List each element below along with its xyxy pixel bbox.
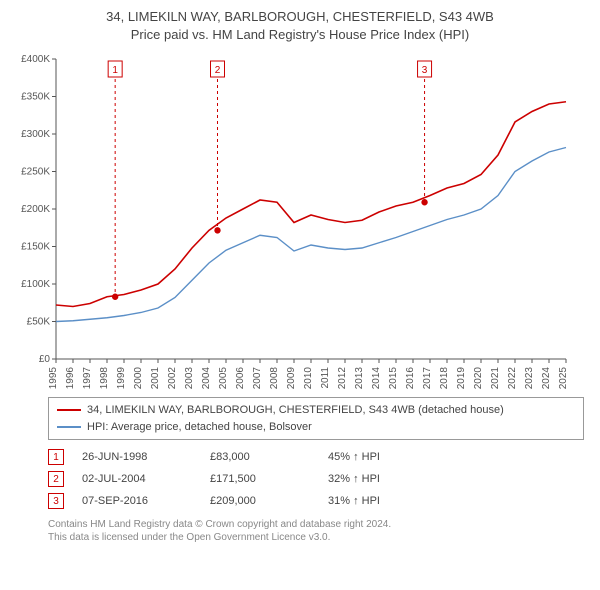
legend-box: 34, LIMEKILN WAY, BARLBOROUGH, CHESTERFI… — [48, 397, 584, 440]
svg-text:2015: 2015 — [388, 367, 399, 389]
sale-event-row: 2 02-JUL-2004 £171,500 32% ↑ HPI — [48, 468, 584, 490]
svg-text:2020: 2020 — [473, 367, 484, 389]
event-date: 07-SEP-2016 — [82, 495, 192, 507]
svg-text:2022: 2022 — [507, 367, 518, 389]
event-price: £83,000 — [210, 451, 310, 463]
svg-text:2023: 2023 — [524, 367, 535, 389]
footnote-line-1: Contains HM Land Registry data © Crown c… — [48, 518, 584, 531]
svg-text:2000: 2000 — [133, 367, 144, 389]
svg-text:2016: 2016 — [405, 367, 416, 389]
event-date: 26-JUN-1998 — [82, 451, 192, 463]
svg-text:2: 2 — [215, 65, 221, 76]
svg-text:2010: 2010 — [303, 367, 314, 389]
data-attribution: Contains HM Land Registry data © Crown c… — [48, 518, 584, 544]
svg-text:£100K: £100K — [21, 279, 50, 290]
svg-text:1997: 1997 — [82, 367, 93, 389]
svg-text:2025: 2025 — [558, 367, 569, 389]
svg-text:2021: 2021 — [490, 367, 501, 389]
event-marker: 1 — [48, 449, 64, 465]
svg-text:2012: 2012 — [337, 367, 348, 389]
price-chart: £0 £50K £100K £150K £200K £250K £300K £350K £400… — [10, 49, 570, 389]
svg-text:2017: 2017 — [422, 367, 433, 389]
svg-text:£250K: £250K — [21, 167, 50, 178]
event-price: £209,000 — [210, 495, 310, 507]
svg-text:£400K: £400K — [21, 54, 50, 65]
event-date: 02-JUL-2004 — [82, 473, 192, 485]
svg-text:2009: 2009 — [286, 367, 297, 389]
svg-text:2004: 2004 — [201, 367, 212, 389]
svg-text:£350K: £350K — [21, 92, 50, 103]
svg-text:2003: 2003 — [184, 367, 195, 389]
svg-text:2014: 2014 — [371, 367, 382, 389]
legend-row: 34, LIMEKILN WAY, BARLBOROUGH, CHESTERFI… — [57, 402, 575, 419]
legend-row: HPI: Average price, detached house, Bols… — [57, 419, 575, 436]
svg-text:2002: 2002 — [167, 367, 178, 389]
svg-text:2013: 2013 — [354, 367, 365, 389]
svg-text:1: 1 — [112, 65, 118, 76]
legend-label: 34, LIMEKILN WAY, BARLBOROUGH, CHESTERFI… — [87, 402, 504, 419]
title-line-2: Price paid vs. HM Land Registry's House … — [10, 26, 590, 44]
svg-text:£0: £0 — [39, 354, 51, 365]
svg-text:2005: 2005 — [218, 367, 229, 389]
sale-event-row: 1 26-JUN-1998 £83,000 45% ↑ HPI — [48, 446, 584, 468]
footnote-line-2: This data is licensed under the Open Gov… — [48, 531, 584, 544]
event-marker: 2 — [48, 471, 64, 487]
svg-text:3: 3 — [422, 65, 428, 76]
title-line-1: 34, LIMEKILN WAY, BARLBOROUGH, CHESTERFI… — [10, 8, 590, 26]
svg-text:£150K: £150K — [21, 242, 50, 253]
svg-text:2007: 2007 — [252, 367, 263, 389]
svg-text:2001: 2001 — [150, 367, 161, 389]
svg-text:1999: 1999 — [116, 367, 127, 389]
event-price: £171,500 — [210, 473, 310, 485]
svg-text:2018: 2018 — [439, 367, 450, 389]
svg-text:1995: 1995 — [48, 367, 59, 389]
svg-text:£300K: £300K — [21, 129, 50, 140]
event-marker: 3 — [48, 493, 64, 509]
svg-text:2008: 2008 — [269, 367, 280, 389]
legend-swatch — [57, 409, 81, 411]
chart-title: 34, LIMEKILN WAY, BARLBOROUGH, CHESTERFI… — [10, 8, 590, 43]
event-hpi-delta: 32% ↑ HPI — [328, 473, 584, 485]
chart-container: 34, LIMEKILN WAY, BARLBOROUGH, CHESTERFI… — [0, 0, 600, 550]
legend-swatch — [57, 426, 81, 428]
svg-text:2024: 2024 — [541, 367, 552, 389]
svg-text:1996: 1996 — [65, 367, 76, 389]
svg-text:£50K: £50K — [27, 317, 51, 328]
sale-event-row: 3 07-SEP-2016 £209,000 31% ↑ HPI — [48, 490, 584, 512]
event-hpi-delta: 31% ↑ HPI — [328, 495, 584, 507]
legend-label: HPI: Average price, detached house, Bols… — [87, 419, 312, 436]
event-hpi-delta: 45% ↑ HPI — [328, 451, 584, 463]
svg-text:2011: 2011 — [320, 367, 331, 389]
svg-text:2006: 2006 — [235, 367, 246, 389]
svg-text:1998: 1998 — [99, 367, 110, 389]
svg-text:£200K: £200K — [21, 204, 50, 215]
sale-events-list: 1 26-JUN-1998 £83,000 45% ↑ HPI 2 02-JUL-2004… — [48, 446, 584, 512]
svg-text:2019: 2019 — [456, 367, 467, 389]
